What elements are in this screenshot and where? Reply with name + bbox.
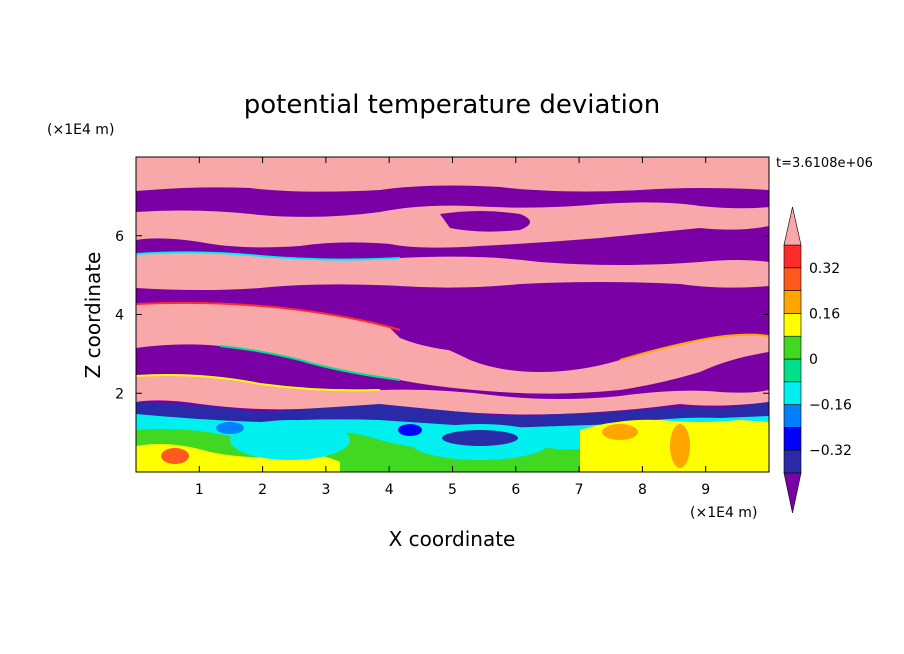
y-tick-label: 2 (115, 386, 124, 402)
time-label: t=3.6108e+06 (776, 156, 873, 171)
colorbar-bin (783, 449, 802, 474)
x-axis-label: X coordinate (389, 527, 516, 551)
pink-band-bottom (136, 375, 769, 415)
colorbar-tick-label: 0 (809, 352, 818, 368)
y-unit-label: (×1E4 m) (47, 122, 114, 138)
colorbar-bin (783, 427, 802, 451)
colorbar-bin (783, 335, 802, 360)
pink-band-top (136, 157, 769, 192)
y-axis: 2 4 6 (115, 229, 769, 402)
swirl-left (230, 420, 350, 460)
contour-field (136, 157, 769, 472)
y-tick-label: 4 (115, 308, 124, 324)
colorbar-tick-label: −0.32 (809, 443, 852, 459)
colorbar-over-arrow (783, 206, 802, 246)
colorbar-bin (783, 244, 802, 269)
x-tick-label: 8 (638, 482, 647, 498)
x-axis: 1 2 3 4 5 6 7 8 9 (195, 157, 710, 498)
colorbar-bin (783, 381, 802, 405)
warm-cell-3 (602, 424, 638, 440)
colorbar-labels: 0.32 0.16 0 −0.16 −0.32 (809, 261, 852, 459)
x-tick-label: 1 (195, 482, 204, 498)
y-tick-label: 6 (115, 229, 124, 245)
colorbar (783, 206, 802, 514)
colorbar-tick-label: 0.16 (809, 306, 840, 322)
x-tick-label: 4 (385, 482, 394, 498)
x-unit-label: (×1E4 m) (690, 505, 757, 521)
y-axis-label: Z coordinate (81, 252, 105, 379)
colorbar-under-arrow (783, 472, 802, 514)
warm-cell-1 (161, 448, 189, 464)
colorbar-bin (783, 404, 802, 428)
x-tick-label: 3 (321, 482, 330, 498)
x-tick-label: 2 (258, 482, 267, 498)
swirl-mid-dark (442, 430, 518, 446)
lower-layer-yellow (136, 444, 340, 472)
purple-island-1 (380, 312, 510, 352)
pink-band-lower (136, 302, 769, 394)
cold-cell-2 (398, 424, 422, 436)
warm-cell-2 (670, 424, 690, 468)
x-tick-label: 6 (511, 482, 520, 498)
x-tick-label: 5 (448, 482, 457, 498)
x-tick-label: 9 (701, 482, 710, 498)
contour-edges (136, 251, 769, 392)
pink-band-mid (136, 252, 769, 290)
colorbar-bin (783, 290, 802, 314)
colorbar-bin (783, 267, 802, 291)
colorbar-tick-label: 0.32 (809, 261, 840, 277)
purple-island-2 (540, 315, 643, 346)
chart-title: potential temperature deviation (244, 90, 660, 120)
purple-island-3 (440, 211, 530, 232)
colorbar-bin (783, 358, 802, 383)
colorbar-bin (783, 313, 802, 337)
cold-cell-1 (216, 422, 244, 434)
x-tick-label: 7 (575, 482, 584, 498)
colorbar-tick-label: −0.16 (809, 398, 852, 414)
